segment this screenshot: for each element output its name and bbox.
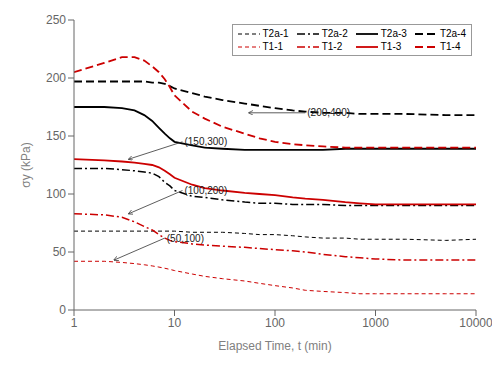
svg-text:10: 10 [168, 316, 182, 330]
svg-text:50: 50 [53, 245, 67, 259]
svg-text:250: 250 [46, 13, 66, 27]
svg-text:200: 200 [46, 71, 66, 85]
html-text:T2a-1: T2a-1 [262, 28, 289, 39]
svg-text:1000: 1000 [362, 316, 389, 330]
html-text:T2a-2: T2a-2 [321, 28, 348, 39]
html-text:T2a-3: T2a-3 [380, 28, 407, 39]
svg-text:0: 0 [59, 303, 66, 317]
svg-text:(150,300): (150,300) [184, 136, 227, 147]
html-text:T1-3: T1-3 [380, 41, 402, 52]
svg-text:(100,200): (100,200) [184, 185, 227, 196]
svg-text:σy (kPa): σy (kPa) [19, 142, 33, 187]
svg-text:(200,400): (200,400) [307, 107, 350, 118]
html-text:T1-1: T1-1 [262, 41, 284, 52]
svg-text:Elapsed Time, t (min): Elapsed Time, t (min) [218, 339, 331, 353]
svg-text:(50,100): (50,100) [167, 233, 204, 244]
html-text:T1-4: T1-4 [439, 41, 461, 52]
html-text:T2a-4: T2a-4 [439, 28, 466, 39]
svg-text:100: 100 [46, 187, 66, 201]
svg-text:10000: 10000 [459, 316, 492, 330]
svg-text:100: 100 [265, 316, 285, 330]
html-text:T1-2: T1-2 [321, 41, 343, 52]
svg-text:150: 150 [46, 129, 66, 143]
svg-text:1: 1 [71, 316, 78, 330]
